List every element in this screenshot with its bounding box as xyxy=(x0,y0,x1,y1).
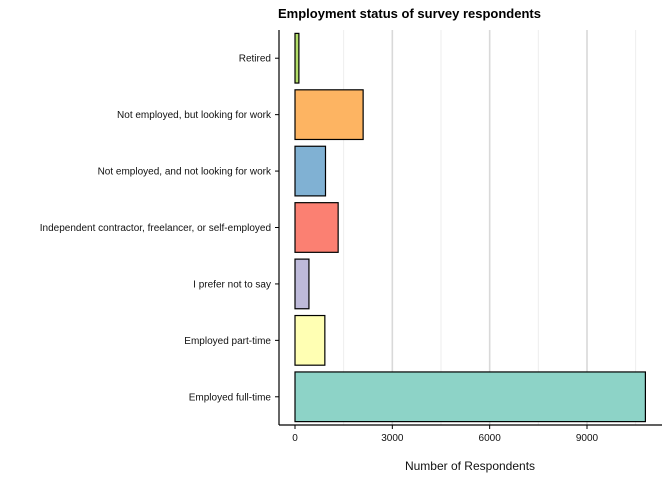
bar xyxy=(294,32,300,84)
y-tick-label: Independent contractor, freelancer, or s… xyxy=(40,223,271,234)
x-tick-label: 3000 xyxy=(381,433,404,444)
bars xyxy=(294,32,646,423)
x-tick-label: 9000 xyxy=(576,433,599,444)
x-tick-label: 6000 xyxy=(479,433,502,444)
x-axis: 0 3000 6000 9000 xyxy=(279,424,662,444)
gridlines xyxy=(343,30,637,425)
x-axis-title: Number of Respondents xyxy=(405,459,535,473)
bar xyxy=(294,145,327,197)
y-tick-label: Retired xyxy=(239,54,271,65)
y-tick-label: I prefer not to say xyxy=(193,279,271,290)
y-axis: Retired Not employed, but looking for wor… xyxy=(40,30,280,425)
y-tick-label: Not employed, and not looking for work xyxy=(98,167,272,178)
chart-title: Employment status of survey respondents xyxy=(278,6,541,21)
bar xyxy=(294,89,364,141)
bar xyxy=(294,202,339,253)
bar xyxy=(294,314,326,366)
bar xyxy=(294,371,646,423)
bar xyxy=(294,258,310,310)
x-tick-label: 0 xyxy=(292,433,298,444)
y-tick-label: Not employed, but looking for work xyxy=(117,110,272,121)
y-tick-label: Employed full-time xyxy=(189,392,272,403)
y-tick-label: Employed part-time xyxy=(184,336,271,347)
